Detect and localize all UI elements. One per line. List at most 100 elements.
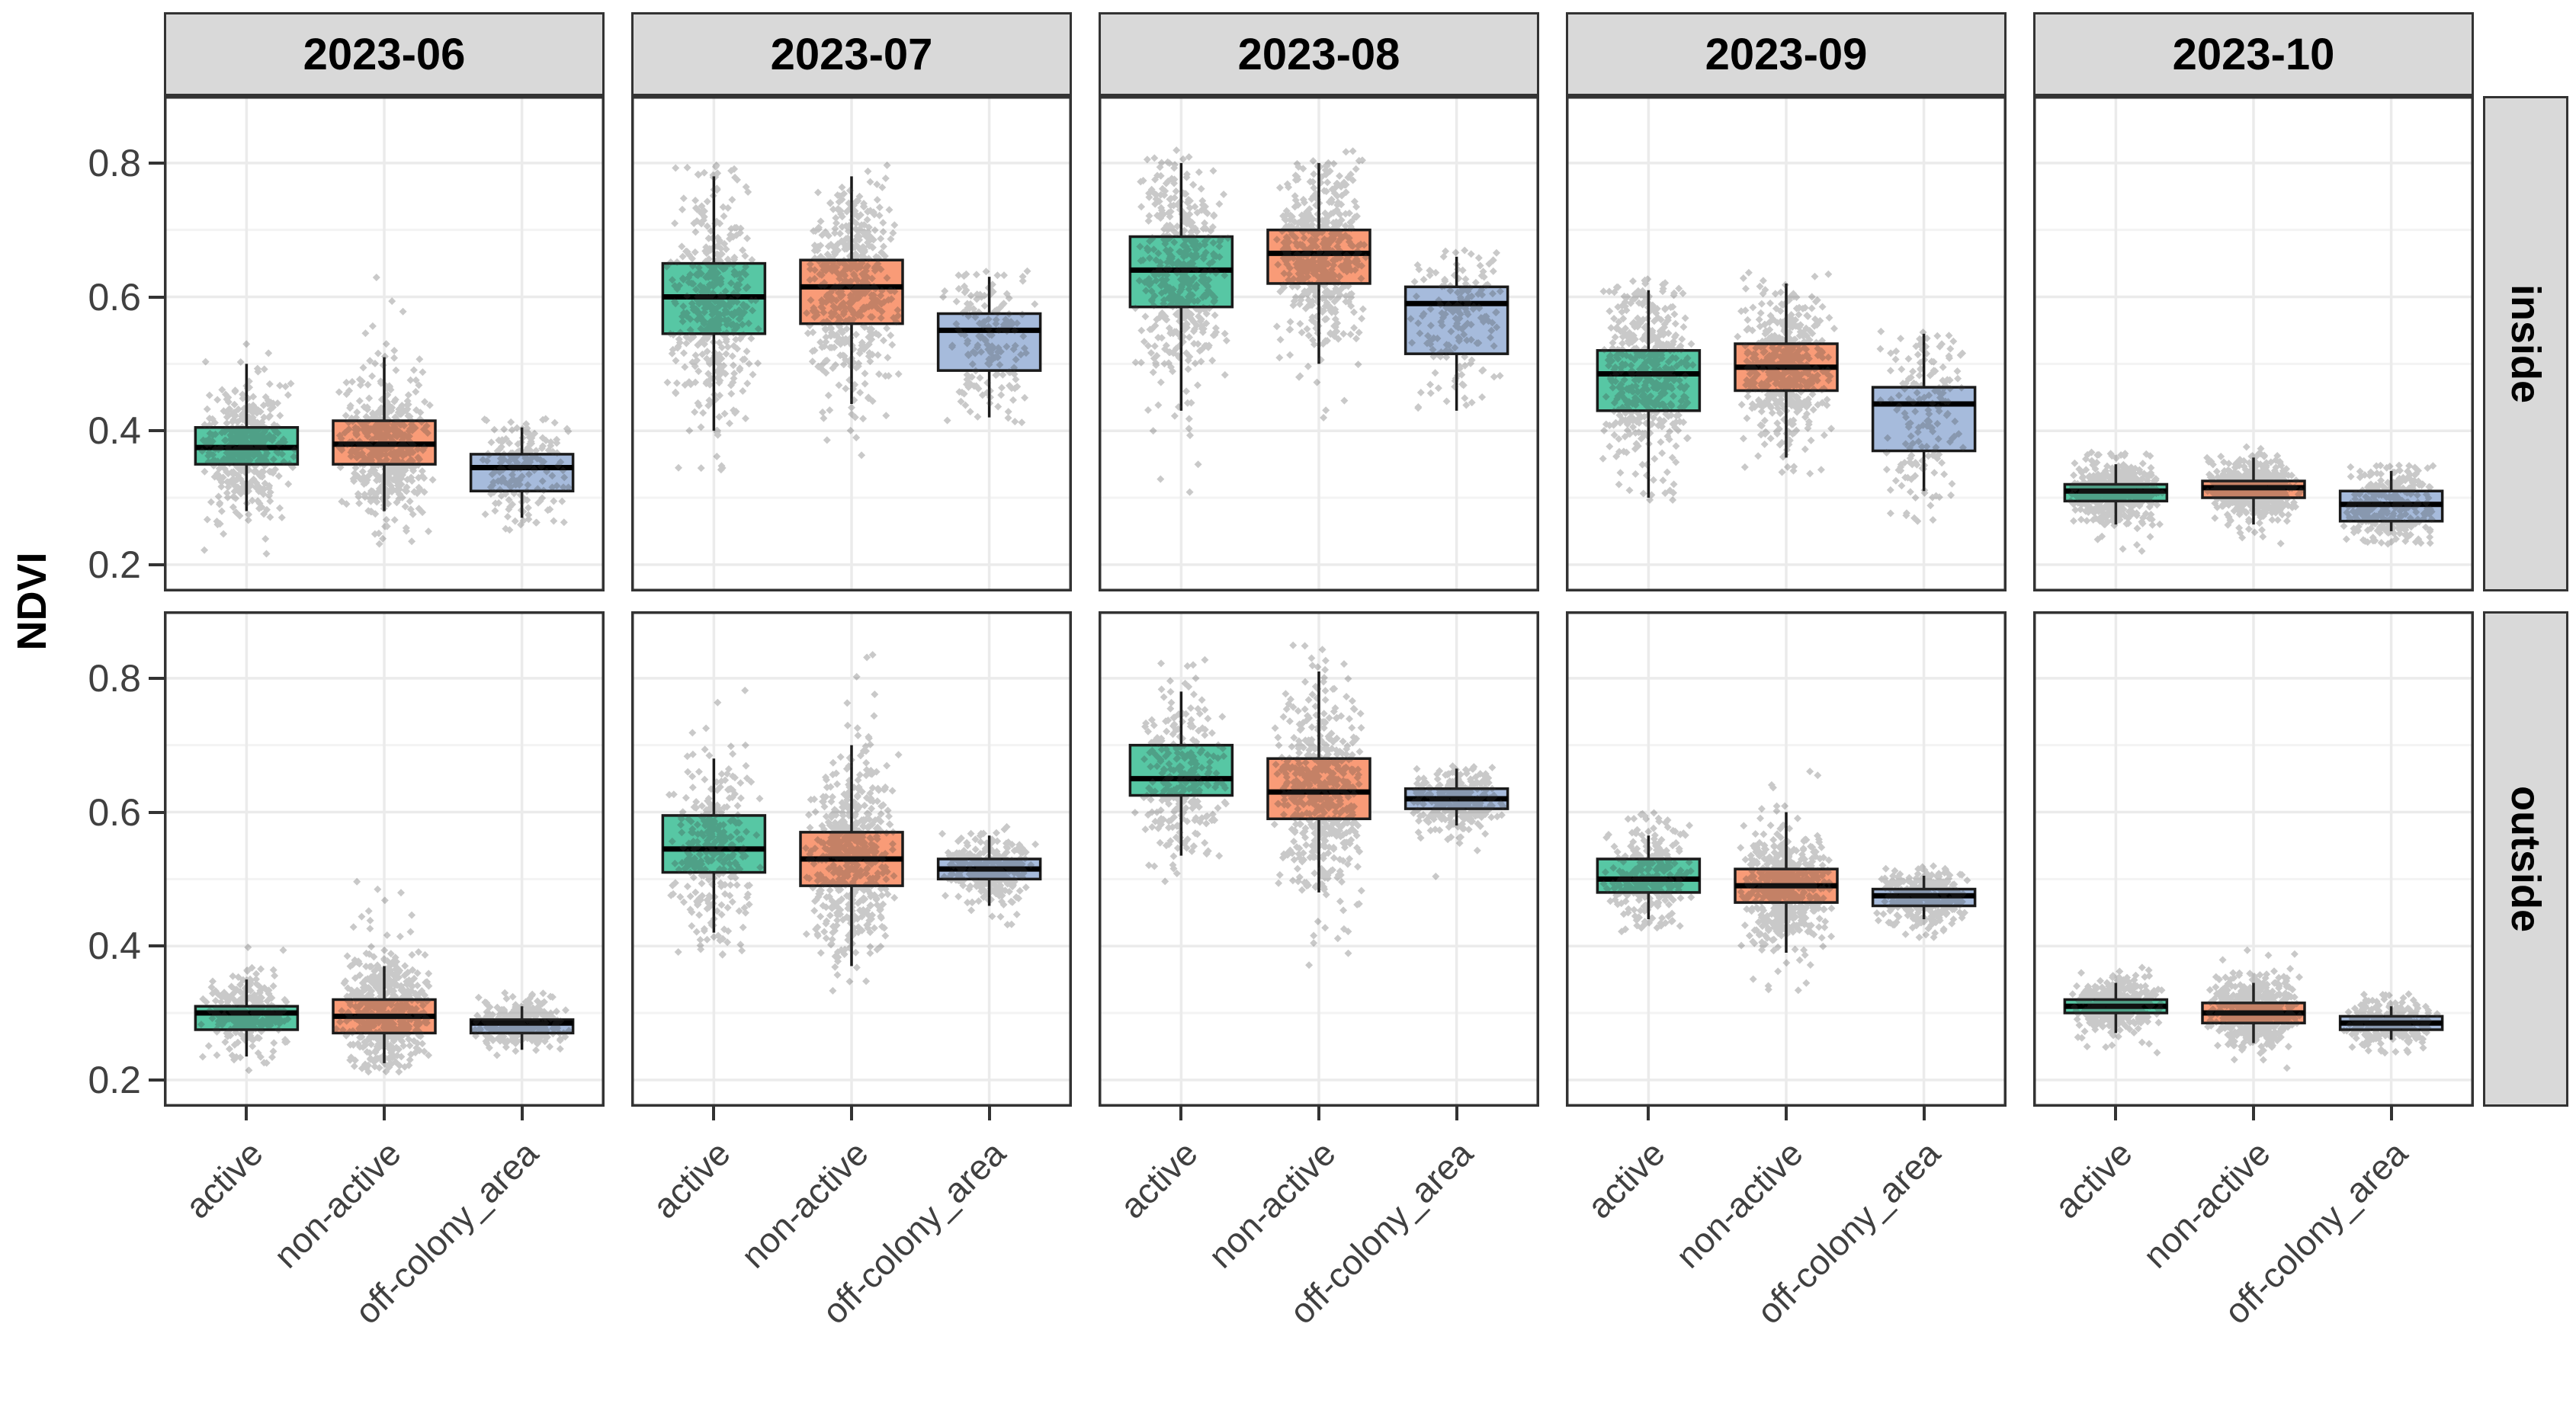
facet-panel-inside-2023-06 [164,96,605,591]
row-strip-outside: outside [2483,611,2568,1107]
facet-panel-outside-2023-09 [1566,611,2007,1107]
y-tick-label: 0.2 [88,543,141,586]
jitter-points-active [1131,655,1230,886]
x-axis-tick [2389,1107,2393,1120]
panel-border [631,96,1072,591]
boxplot-off-colony_area [469,415,575,534]
panel-border [2033,611,2474,1107]
y-tick-label: 0.8 [88,656,141,700]
box-iqr [194,1005,300,1031]
boxplot-off-colony_area [1871,327,1977,525]
boxplot-active [661,686,767,959]
x-axis-tick [383,1107,386,1120]
facet-panel-outside-2023-07 [631,611,1072,1107]
boxplot-active [1596,275,1702,504]
facet-strip-2023-08: 2023-08 [1099,12,1539,96]
x-category-label-active: active [1580,1133,1673,1226]
boxplot-off-colony_area [936,267,1042,427]
facet-panel-outside-2023-08 [1099,611,1539,1107]
facet-strip-label: 2023-08 [1237,29,1400,79]
y-tick-label: 0.6 [88,275,141,319]
boxplot-off-colony_area [1403,762,1509,880]
jitter-points-active [1131,146,1232,496]
y-tick-label: 0.4 [88,925,141,968]
box-iqr [469,453,575,492]
row-strip-inside: inside [2483,96,2568,591]
jitter-points-active [2068,963,2166,1057]
jitter-points-non-active [2203,443,2305,548]
y-axis-tick [149,562,164,566]
x-category-label-active: active [178,1133,271,1226]
panel-border [164,611,605,1107]
x-category-label-non-active: non-active [1667,1133,1811,1276]
panel-canvas [1099,611,1539,1107]
jitter-points-off-colony_area [1873,862,1971,941]
panel-canvas [2033,611,2474,1107]
box-iqr [936,312,1042,372]
boxplot-active [1596,809,1702,936]
panel-canvas [1566,611,2007,1107]
y-axis-tick [149,676,164,680]
jitter-points-non-active [1734,268,1838,478]
jitter-points-off-colony_area [938,822,1040,929]
x-category-label-non-active: non-active [2135,1133,2278,1276]
jitter-points-off-colony_area [479,415,573,534]
panel-border [164,96,605,591]
boxplot-active [1128,146,1234,496]
x-axis-tick [2252,1107,2255,1120]
jitter-points-non-active [1270,641,1365,970]
boxplot-off-colony_area [1403,246,1509,412]
panel-border [1099,611,1539,1107]
box-iqr [661,814,767,874]
boxplot-active [661,161,767,474]
jitter-points-active [665,686,765,959]
box-iqr [1596,349,1702,412]
jitter-points-active [1599,809,1695,936]
jitter-points-non-active [335,274,437,548]
jitter-points-active [662,161,762,474]
jitter-points-active [2067,448,2167,555]
y-tick-label: 0.8 [88,141,141,184]
box-iqr [1596,857,1702,894]
facet-strip-2023-10: 2023-10 [2033,12,2474,96]
boxplot-off-colony_area [2338,461,2444,548]
jitter-points-non-active [802,651,903,995]
panel-canvas [164,96,605,591]
facet-panel-inside-2023-07 [631,96,1072,591]
facet-strip-label: 2023-07 [770,29,933,79]
y-axis-tick [149,295,164,299]
facet-strip-2023-07: 2023-07 [631,12,1072,96]
x-axis-tick [1179,1107,1183,1120]
x-axis-tick [1317,1107,1320,1120]
boxplot-off-colony_area [2338,990,2444,1057]
panel-border [1099,96,1539,591]
jitter-points-off-colony_area [2340,990,2441,1057]
boxplot-non-active [799,651,904,995]
jitter-points-non-active [332,877,433,1076]
box-iqr [1266,757,1371,821]
boxplot-non-active [332,877,437,1076]
facet-strip-2023-09: 2023-09 [1566,12,2007,96]
jitter-points-active [198,340,299,558]
x-axis-tick [1647,1107,1651,1120]
x-axis-tick [712,1107,716,1120]
x-category-label-non-active: non-active [733,1133,876,1276]
y-tick-label: 0.2 [88,1058,141,1101]
row-strip-label: inside [2503,284,2549,404]
jitter-points-off-colony_area [471,989,573,1059]
boxplot-active [194,340,300,558]
jitter-points-non-active [1272,147,1370,421]
boxplot-non-active [1734,768,1839,995]
y-axis-tick [149,429,164,433]
y-axis-tick [149,1078,164,1082]
panel-border [1566,611,2007,1107]
x-axis-tick [987,1107,991,1120]
x-category-label-non-active: non-active [265,1133,409,1276]
panel-border [1566,96,2007,591]
jitter-points-active [197,943,292,1075]
y-tick-label: 0.4 [88,409,141,453]
panel-canvas [164,611,605,1107]
boxplot-non-active [2201,946,2306,1072]
x-category-label-non-active: non-active [1200,1133,1343,1276]
